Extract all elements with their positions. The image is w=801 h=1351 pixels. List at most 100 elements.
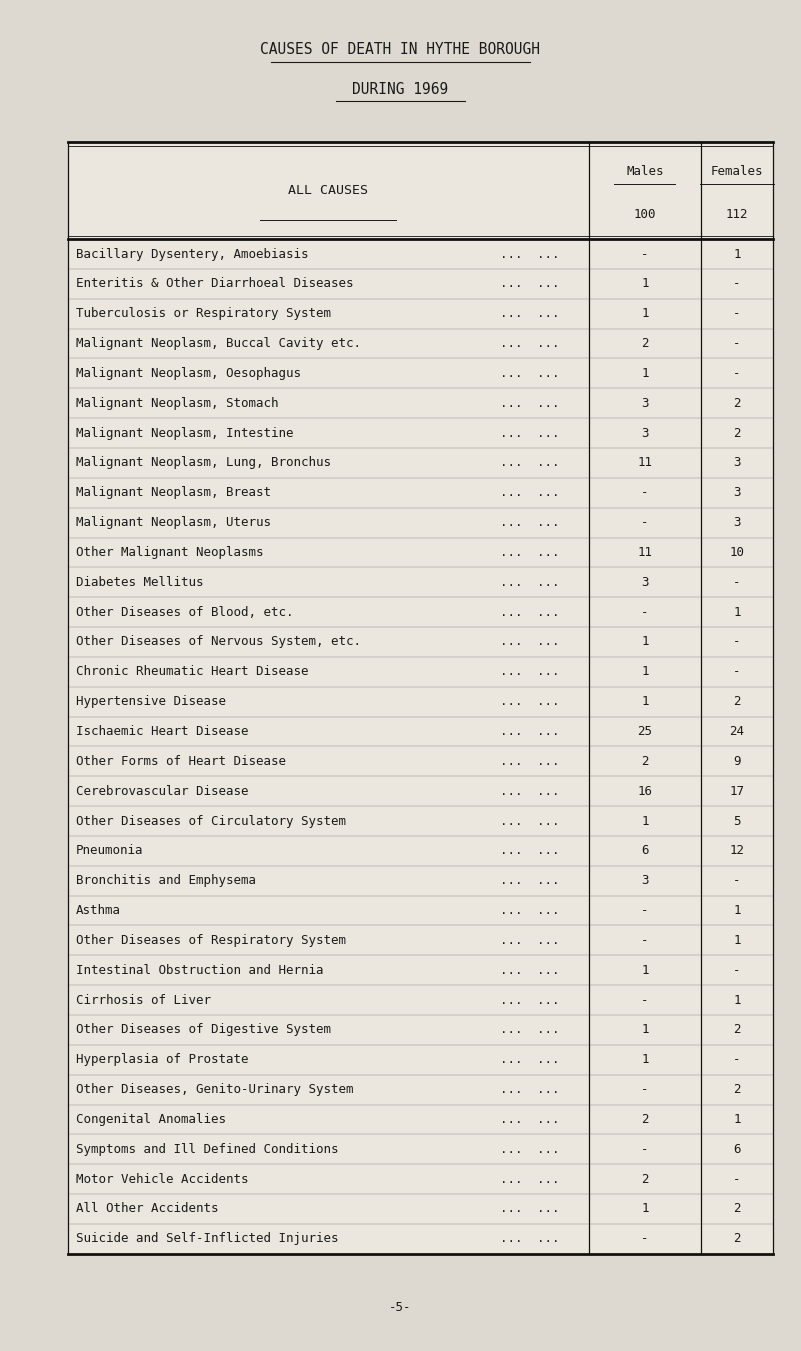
Text: Symptoms and Ill Defined Conditions: Symptoms and Ill Defined Conditions [76, 1143, 339, 1156]
Text: ...: ... [537, 844, 560, 858]
Text: ...: ... [537, 696, 560, 708]
Text: Chronic Rheumatic Heart Disease: Chronic Rheumatic Heart Disease [76, 665, 308, 678]
Text: -: - [733, 576, 741, 589]
Text: Other Malignant Neoplasms: Other Malignant Neoplasms [76, 546, 264, 559]
Text: 3: 3 [641, 576, 649, 589]
Text: Tuberculosis or Respiratory System: Tuberculosis or Respiratory System [76, 307, 331, 320]
Text: ...: ... [537, 427, 560, 439]
Text: -: - [641, 247, 649, 261]
Text: -: - [641, 605, 649, 619]
Text: ...: ... [537, 576, 560, 589]
Text: -: - [733, 336, 741, 350]
Text: ...: ... [537, 725, 560, 738]
Text: ...: ... [500, 546, 522, 559]
Text: 2: 2 [641, 1173, 649, 1186]
Text: ...: ... [500, 725, 522, 738]
Text: ...: ... [500, 993, 522, 1006]
Text: -: - [641, 1232, 649, 1246]
Text: ...: ... [537, 963, 560, 977]
Text: 9: 9 [733, 755, 741, 767]
Text: Malignant Neoplasm, Buccal Cavity etc.: Malignant Neoplasm, Buccal Cavity etc. [76, 336, 361, 350]
Text: Malignant Neoplasm, Oesophagus: Malignant Neoplasm, Oesophagus [76, 367, 301, 380]
Text: Suicide and Self-Inflicted Injuries: Suicide and Self-Inflicted Injuries [76, 1232, 339, 1246]
Text: ...: ... [500, 336, 522, 350]
Text: ...: ... [500, 1084, 522, 1096]
Text: ...: ... [500, 696, 522, 708]
Text: ...: ... [537, 397, 560, 409]
Text: Cerebrovascular Disease: Cerebrovascular Disease [76, 785, 248, 797]
Text: Intestinal Obstruction and Hernia: Intestinal Obstruction and Hernia [76, 963, 324, 977]
Text: Ischaemic Heart Disease: Ischaemic Heart Disease [76, 725, 248, 738]
Text: 16: 16 [638, 785, 652, 797]
Text: 2: 2 [641, 755, 649, 767]
Text: 11: 11 [638, 546, 652, 559]
Text: -: - [733, 367, 741, 380]
Text: Motor Vehicle Accidents: Motor Vehicle Accidents [76, 1173, 248, 1186]
Text: ...: ... [500, 397, 522, 409]
Text: 1: 1 [641, 635, 649, 648]
Text: ...: ... [500, 1232, 522, 1246]
Text: -5-: -5- [389, 1301, 412, 1315]
Text: -: - [733, 307, 741, 320]
Text: ...: ... [500, 815, 522, 828]
Text: Enteritis & Other Diarrhoeal Diseases: Enteritis & Other Diarrhoeal Diseases [76, 277, 353, 290]
Text: Males: Males [626, 165, 663, 178]
Text: ...: ... [537, 457, 560, 469]
Text: Asthma: Asthma [76, 904, 121, 917]
Text: Other Diseases of Circulatory System: Other Diseases of Circulatory System [76, 815, 346, 828]
Text: ...: ... [537, 635, 560, 648]
Text: ...: ... [500, 755, 522, 767]
Text: 1: 1 [641, 963, 649, 977]
Text: ...: ... [537, 486, 560, 500]
Text: 3: 3 [641, 427, 649, 439]
Text: -: - [733, 635, 741, 648]
Text: 11: 11 [638, 457, 652, 469]
Text: ...: ... [500, 1202, 522, 1216]
Text: ...: ... [500, 457, 522, 469]
Text: Pneumonia: Pneumonia [76, 844, 143, 858]
Text: ...: ... [500, 963, 522, 977]
Text: 1: 1 [733, 993, 741, 1006]
Text: Other Diseases of Digestive System: Other Diseases of Digestive System [76, 1024, 331, 1036]
Text: ...: ... [500, 576, 522, 589]
Text: 5: 5 [733, 815, 741, 828]
Text: ...: ... [500, 1113, 522, 1125]
Text: ...: ... [500, 904, 522, 917]
Text: -: - [733, 1054, 741, 1066]
Text: 2: 2 [733, 1202, 741, 1216]
Text: 1: 1 [733, 605, 741, 619]
Text: ...: ... [500, 1054, 522, 1066]
Text: ...: ... [537, 1024, 560, 1036]
Text: Hypertensive Disease: Hypertensive Disease [76, 696, 226, 708]
Text: ...: ... [500, 605, 522, 619]
Text: ...: ... [500, 635, 522, 648]
Text: 24: 24 [730, 725, 744, 738]
Text: ...: ... [500, 247, 522, 261]
Text: 6: 6 [641, 844, 649, 858]
Text: ...: ... [500, 516, 522, 530]
Text: 2: 2 [733, 427, 741, 439]
Text: Malignant Neoplasm, Breast: Malignant Neoplasm, Breast [76, 486, 271, 500]
Text: ...: ... [537, 307, 560, 320]
Text: Other Diseases of Blood, etc.: Other Diseases of Blood, etc. [76, 605, 294, 619]
Text: ...: ... [500, 277, 522, 290]
Text: ...: ... [500, 1024, 522, 1036]
Text: Malignant Neoplasm, Lung, Bronchus: Malignant Neoplasm, Lung, Bronchus [76, 457, 331, 469]
Text: -: - [641, 934, 649, 947]
Text: Congenital Anomalies: Congenital Anomalies [76, 1113, 226, 1125]
Text: 10: 10 [730, 546, 744, 559]
Text: -: - [641, 516, 649, 530]
Text: 2: 2 [733, 696, 741, 708]
Text: ALL CAUSES: ALL CAUSES [288, 184, 368, 197]
Text: -: - [733, 963, 741, 977]
Text: 3: 3 [733, 486, 741, 500]
Text: ...: ... [537, 1232, 560, 1246]
Text: ...: ... [500, 367, 522, 380]
Text: 112: 112 [726, 208, 748, 222]
Text: ...: ... [537, 993, 560, 1006]
Text: ...: ... [500, 1143, 522, 1156]
Text: 17: 17 [730, 785, 744, 797]
Text: -: - [733, 277, 741, 290]
Text: 3: 3 [733, 516, 741, 530]
Text: 3: 3 [641, 397, 649, 409]
